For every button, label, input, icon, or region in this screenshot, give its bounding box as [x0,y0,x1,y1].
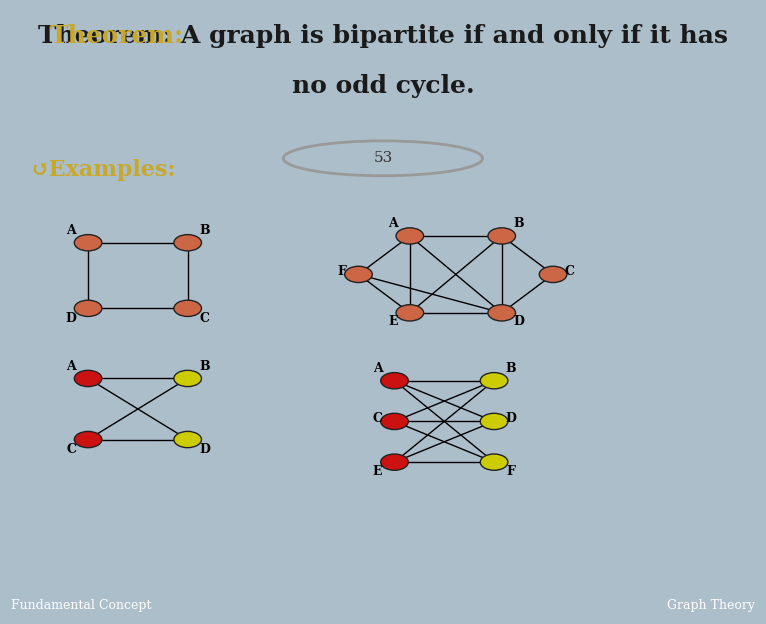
Text: D: D [506,412,516,426]
Text: C: C [565,265,575,278]
Text: A: A [67,359,76,373]
Text: D: D [66,312,77,325]
Text: B: B [199,359,210,373]
Circle shape [174,370,201,387]
Circle shape [396,228,424,244]
Text: B: B [199,224,210,237]
Circle shape [174,431,201,447]
Circle shape [74,235,102,251]
Circle shape [74,300,102,316]
Circle shape [396,305,424,321]
Text: E: E [373,464,382,477]
Circle shape [480,373,508,389]
Circle shape [345,266,372,283]
Text: Fundamental Concept: Fundamental Concept [11,599,152,612]
Text: A: A [388,217,398,230]
Text: C: C [66,443,77,456]
Circle shape [381,373,408,389]
Circle shape [480,454,508,470]
Text: A: A [67,224,76,237]
Text: C: C [199,312,210,325]
Circle shape [283,141,483,176]
Text: A: A [373,362,382,375]
Text: F: F [337,265,346,278]
Text: Theorem: A graph is bipartite if and only if it has: Theorem: A graph is bipartite if and onl… [38,24,728,48]
Circle shape [74,431,102,447]
Text: F: F [506,464,516,477]
Text: 53: 53 [373,151,393,165]
Circle shape [74,370,102,387]
Circle shape [539,266,567,283]
Text: Graph Theory: Graph Theory [666,599,755,612]
Circle shape [174,300,201,316]
Circle shape [488,305,516,321]
Circle shape [480,413,508,429]
Text: B: B [513,217,524,230]
Text: D: D [199,443,210,456]
Circle shape [174,235,201,251]
Text: no odd cycle.: no odd cycle. [292,74,474,98]
Text: B: B [506,362,516,375]
Circle shape [488,228,516,244]
Text: C: C [372,412,383,426]
Text: E: E [388,315,398,328]
Text: D: D [513,315,524,328]
Text: Theorem:: Theorem: [50,24,184,48]
Circle shape [381,413,408,429]
Circle shape [381,454,408,470]
Text: ↺Examples:: ↺Examples: [31,159,176,181]
